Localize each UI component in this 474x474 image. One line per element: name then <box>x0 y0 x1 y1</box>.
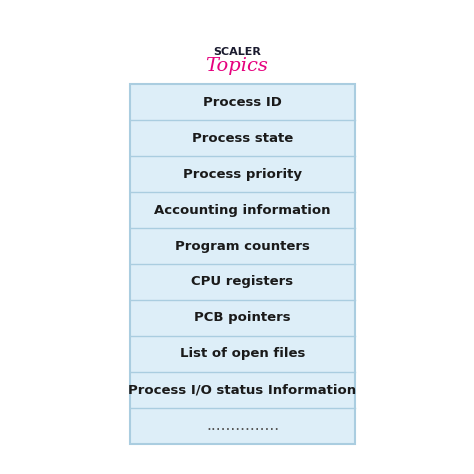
Text: PCB pointers: PCB pointers <box>194 311 291 325</box>
Text: Process priority: Process priority <box>183 167 302 181</box>
Text: Process ID: Process ID <box>203 95 282 109</box>
Text: Process state: Process state <box>192 131 293 145</box>
Text: ...............: ............... <box>206 419 279 434</box>
Text: CPU registers: CPU registers <box>191 275 293 289</box>
Text: SCALER: SCALER <box>213 47 261 57</box>
Text: List of open files: List of open files <box>180 347 305 361</box>
Text: Program counters: Program counters <box>175 239 310 253</box>
Text: Process I/O status Information: Process I/O status Information <box>128 383 356 396</box>
Text: Topics: Topics <box>206 57 268 75</box>
Bar <box>130 84 355 444</box>
Text: Accounting information: Accounting information <box>154 203 331 217</box>
